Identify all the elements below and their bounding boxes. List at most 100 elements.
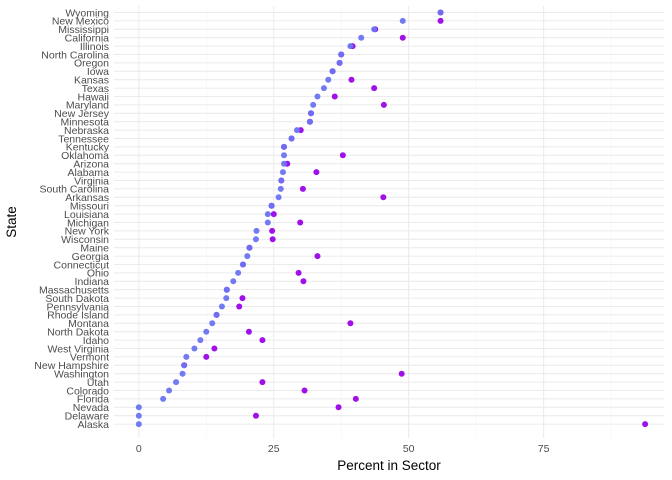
y-tick-label: Nebraska	[64, 125, 109, 137]
point-series-a	[179, 370, 186, 377]
y-tick-label: Kentucky	[66, 142, 110, 154]
y-tick-label: New York	[65, 226, 110, 238]
point-series-a	[329, 68, 336, 75]
point-series-b	[269, 236, 276, 243]
y-tick-label: Michigan	[67, 217, 109, 229]
y-tick-label: Minnesota	[61, 117, 110, 129]
point-series-a	[209, 320, 216, 327]
point-series-a	[268, 202, 275, 209]
point-series-b	[301, 387, 308, 394]
point-series-a	[244, 253, 251, 260]
point-series-a	[181, 362, 188, 369]
y-tick-label: North Carolina	[41, 49, 109, 61]
point-series-b	[371, 85, 378, 92]
point-series-b	[380, 101, 387, 108]
y-tick-label: Iowa	[87, 66, 109, 78]
x-axis-ticks: 0 25 50 75	[136, 443, 550, 455]
point-series-b	[245, 328, 252, 335]
x-tick-label: 25	[268, 443, 280, 455]
point-series-a	[223, 286, 230, 293]
point-series-b	[352, 395, 359, 402]
point-series-b	[236, 303, 243, 310]
point-series-b	[269, 227, 276, 234]
point-series-a	[239, 261, 246, 268]
y-tick-label: Massachusetts	[39, 285, 109, 297]
point-series-b	[347, 320, 354, 327]
y-tick-label: West Virginia	[48, 343, 110, 355]
y-tick-label: Arizona	[73, 159, 109, 171]
point-series-b	[203, 353, 210, 360]
y-tick-label: Illinois	[80, 41, 109, 53]
point-series-a	[320, 85, 327, 92]
y-tick-label: Indiana	[75, 276, 110, 288]
point-series-a	[288, 135, 295, 142]
point-series-a	[264, 219, 271, 226]
y-tick-label: Florida	[77, 394, 109, 406]
point-series-b	[642, 421, 649, 428]
x-tick-label: 0	[136, 443, 142, 455]
point-series-a	[281, 143, 288, 150]
point-series-a	[160, 395, 167, 402]
point-series-a	[246, 244, 253, 251]
y-tick-label: Pennsylvania	[47, 301, 110, 313]
y-tick-label: Idaho	[83, 335, 109, 347]
y-tick-label: Delaware	[65, 411, 110, 423]
y-tick-label: Ohio	[87, 268, 109, 280]
y-tick-label: Maine	[80, 243, 109, 255]
point-series-b	[348, 76, 355, 83]
y-tick-label: Rhode Island	[47, 310, 109, 322]
point-series-b	[270, 211, 277, 218]
y-tick-label: South Dakota	[45, 293, 109, 305]
point-series-a	[252, 236, 259, 243]
point-series-a	[358, 34, 365, 41]
y-tick-label: Alabama	[68, 167, 110, 179]
y-tick-label: Connecticut	[54, 259, 110, 271]
point-series-a	[223, 295, 230, 302]
y-tick-label: Utah	[87, 377, 109, 389]
x-axis-title: Percent in Sector	[337, 458, 441, 473]
point-series-b	[399, 34, 406, 41]
y-axis-title: State	[4, 206, 19, 238]
point-series-a	[135, 421, 142, 428]
point-series-a	[135, 404, 142, 411]
x-tick-label: 50	[403, 443, 415, 455]
y-tick-label: Montana	[68, 318, 109, 330]
y-tick-label: Maryland	[66, 100, 109, 112]
y-tick-label: North Dakota	[47, 327, 109, 339]
point-series-b	[299, 185, 306, 192]
point-series-a	[325, 76, 332, 83]
point-series-a	[230, 278, 237, 285]
point-series-b	[259, 379, 266, 386]
point-series-b	[300, 278, 307, 285]
y-tick-label: Arkansas	[65, 192, 109, 204]
y-tick-label: Oklahoma	[61, 150, 109, 162]
point-series-b	[335, 404, 342, 411]
point-series-a	[338, 51, 345, 58]
point-series-a	[336, 59, 343, 66]
y-tick-label: Nevada	[73, 402, 109, 414]
point-series-b	[339, 152, 346, 159]
point-series-b	[297, 219, 304, 226]
y-tick-label: Georgia	[72, 251, 110, 263]
point-series-a	[293, 127, 300, 134]
y-tick-label: Colorado	[66, 385, 109, 397]
point-series-a	[281, 160, 288, 167]
y-tick-label: Wisconsin	[61, 234, 109, 246]
y-tick-label: Mississippi	[58, 24, 109, 36]
y-tick-label: New Mexico	[52, 16, 109, 28]
point-series-b	[380, 194, 387, 201]
y-tick-label: New Hampshire	[34, 360, 109, 372]
point-series-a	[166, 387, 173, 394]
y-tick-label: South Carolina	[40, 184, 110, 196]
point-series-a	[275, 194, 282, 201]
y-tick-label: California	[65, 33, 110, 45]
y-tick-label: New Jersey	[54, 108, 110, 120]
data-points	[135, 9, 649, 428]
y-tick-label: Texas	[82, 83, 109, 95]
point-series-a	[437, 9, 444, 16]
point-series-a	[183, 353, 190, 360]
y-tick-label: Kansas	[74, 75, 109, 87]
point-series-a	[203, 328, 210, 335]
y-tick-label: Vermont	[70, 352, 109, 364]
